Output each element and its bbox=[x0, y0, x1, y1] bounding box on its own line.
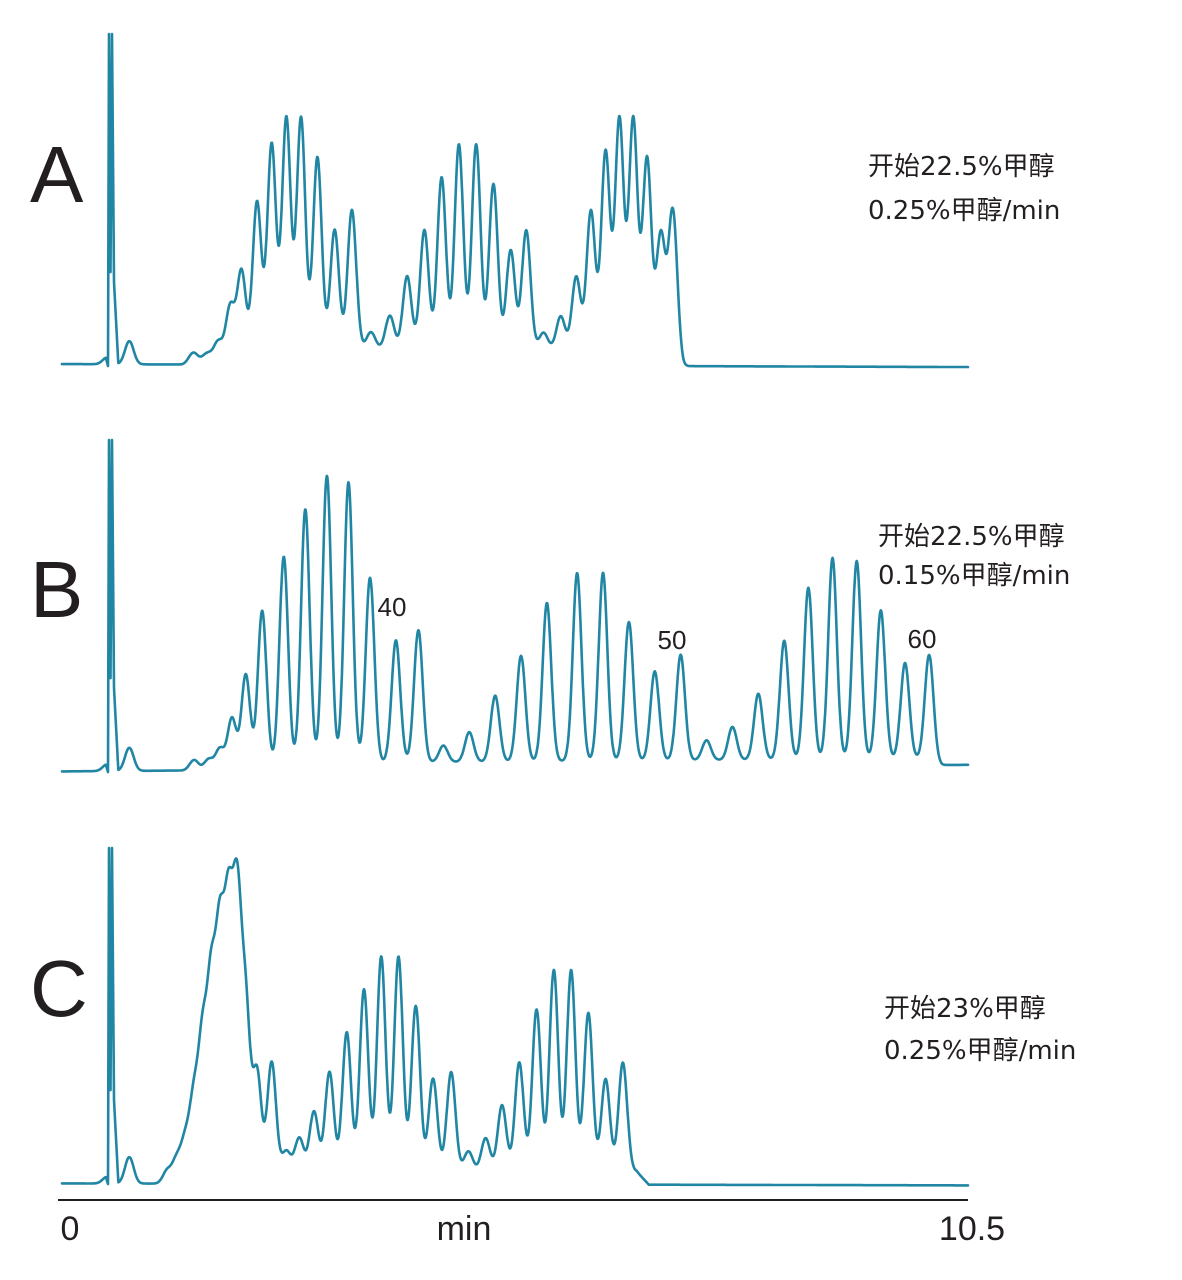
peak-label-40: 40 bbox=[378, 592, 407, 622]
trace-b bbox=[60, 438, 970, 774]
peak-label-60: 60 bbox=[908, 624, 937, 654]
x-axis: 0 min 10.5 bbox=[58, 1199, 1005, 1248]
trace-c bbox=[60, 846, 970, 1187]
panel-a-start-condition: 开始22.5%甲醇 bbox=[868, 152, 1055, 182]
panel-a-letter: A bbox=[30, 130, 84, 219]
panel-b-gradient-rate: 0.15%甲醇/min bbox=[878, 561, 1070, 591]
panel-b-start-condition: 开始22.5%甲醇 bbox=[878, 522, 1065, 552]
panel-a: A 开始22.5%甲醇 0.25%甲醇/min bbox=[30, 32, 1060, 369]
panel-c-letter: C bbox=[30, 944, 88, 1033]
trace-a bbox=[60, 32, 970, 369]
panel-c-gradient-rate: 0.25%甲醇/min bbox=[884, 1036, 1076, 1066]
panel-c-start-condition: 开始23%甲醇 bbox=[884, 994, 1046, 1024]
x-tick-label-start: 0 bbox=[61, 1210, 80, 1248]
x-tick-label-end: 10.5 bbox=[939, 1210, 1005, 1248]
x-axis-title: min bbox=[437, 1210, 492, 1248]
panel-c: C 开始23%甲醇 0.25%甲醇/min bbox=[30, 846, 1076, 1187]
panel-b: B 开始22.5%甲醇 0.15%甲醇/min 40 50 60 bbox=[30, 438, 1070, 774]
panel-a-gradient-rate: 0.25%甲醇/min bbox=[868, 196, 1060, 226]
peak-label-50: 50 bbox=[658, 625, 687, 655]
panel-b-letter: B bbox=[30, 545, 83, 634]
